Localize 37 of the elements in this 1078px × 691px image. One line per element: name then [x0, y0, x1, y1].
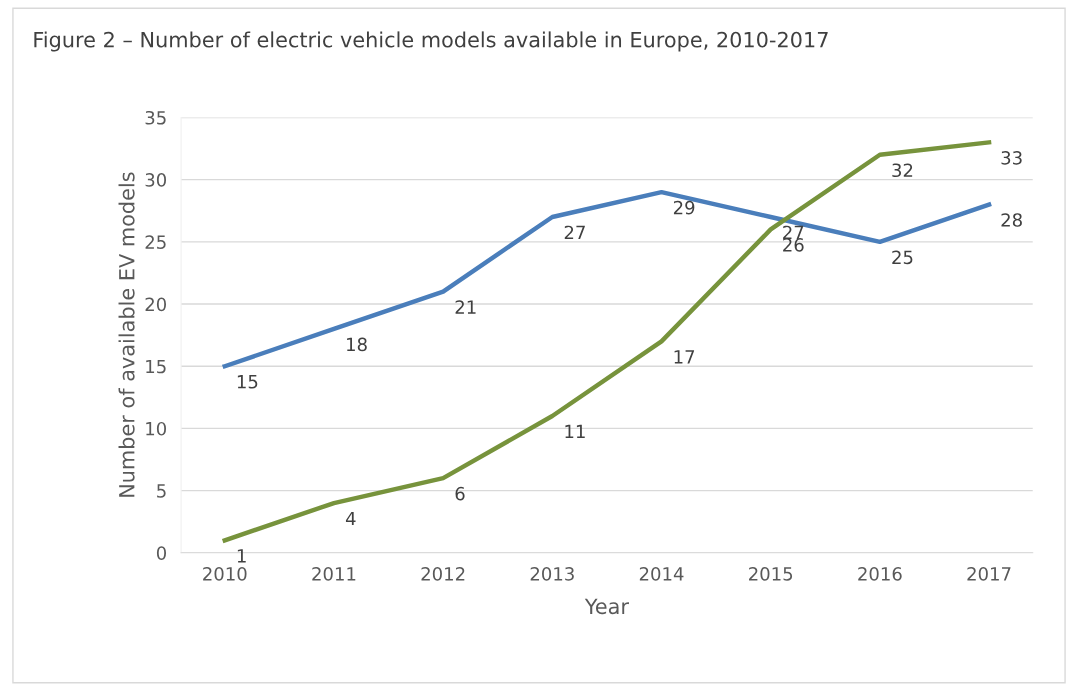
data-label: 28 — [1001, 213, 1022, 227]
chart-title: Figure 2 – Number of electric vehicle models available in Europe, 2010-2017 — [34, 31, 828, 52]
data-label: 15 — [237, 375, 258, 389]
data-label: 1 — [237, 549, 246, 563]
data-label: 29 — [673, 200, 695, 215]
data-label: 26 — [783, 238, 804, 252]
x-tick-label: 2013 — [530, 567, 574, 581]
data-label: 27 — [564, 225, 585, 240]
x-tick-label: 2015 — [749, 567, 793, 581]
y-tick-label: 5 — [157, 484, 166, 498]
line-series — [222, 189, 992, 369]
y-tick-label: 0 — [156, 546, 167, 560]
x-tick-label: 2012 — [421, 567, 465, 581]
y-axis-title: Number of available EV models — [118, 172, 135, 497]
y-tick-label: 15 — [146, 359, 166, 374]
y-tick-label: 35 — [145, 110, 166, 125]
x-tick-label: 2011 — [312, 567, 356, 581]
x-tick-label: 2014 — [639, 567, 684, 581]
y-tick-label: 30 — [145, 173, 167, 187]
y-tick-label: 10 — [146, 421, 167, 436]
data-label: 4 — [345, 511, 356, 526]
data-label: 32 — [892, 163, 913, 178]
data-label: 18 — [347, 337, 367, 352]
data-label: 25 — [892, 250, 913, 265]
data-label: 21 — [455, 300, 476, 314]
x-tick-label: 2010 — [203, 567, 247, 581]
data-label: 17 — [674, 350, 695, 364]
data-label: 11 — [565, 424, 585, 439]
data-label: 33 — [1001, 151, 1022, 165]
x-tick-label: 2016 — [858, 567, 902, 581]
y-tick-label: 25 — [145, 235, 166, 249]
line-series — [222, 140, 992, 543]
y-tick-label: 20 — [145, 297, 167, 312]
data-label: 27 — [783, 225, 804, 240]
x-axis-title: Year — [584, 598, 629, 615]
data-label: 6 — [455, 486, 465, 501]
x-tick-label: 2017 — [967, 567, 1011, 581]
